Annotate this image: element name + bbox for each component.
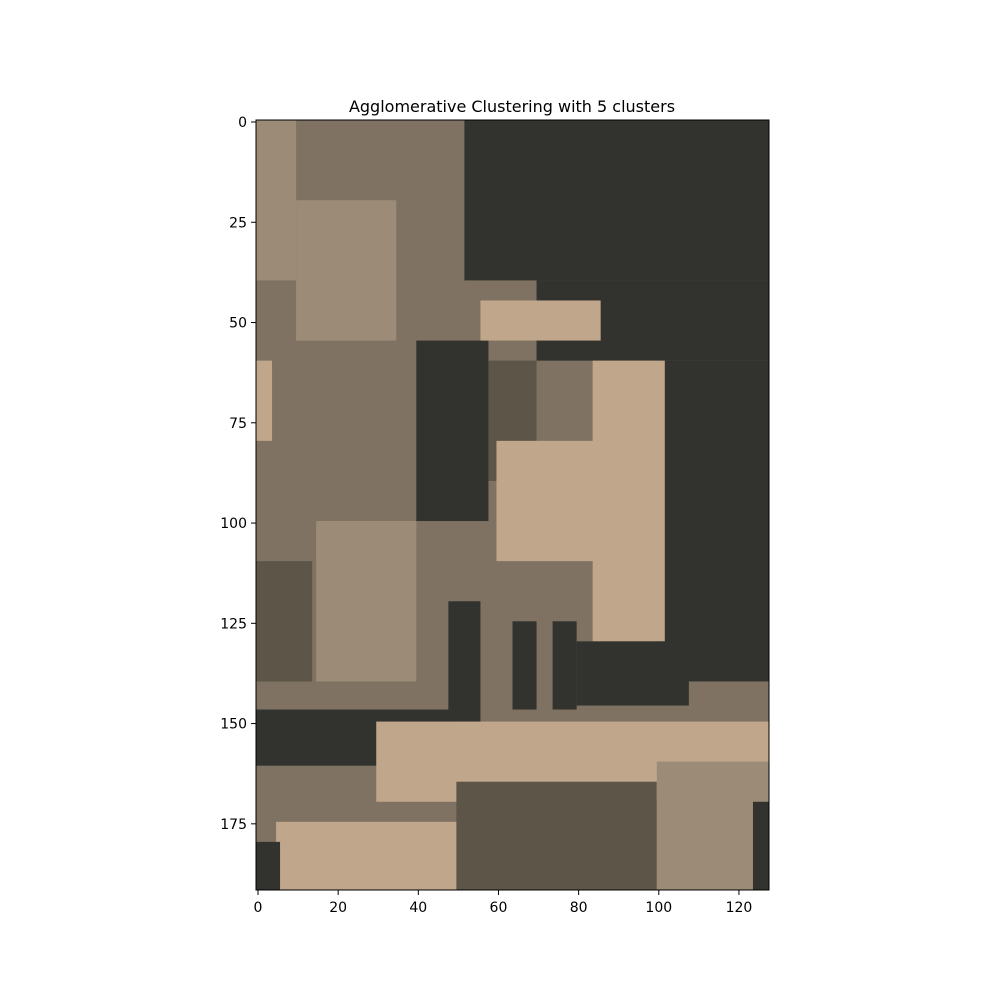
y-tick-label: 150 <box>220 717 247 733</box>
cluster-region-3 <box>656 360 769 682</box>
cluster-region-12 <box>576 641 689 706</box>
y-tick-label: 50 <box>229 316 247 332</box>
y-tick-label: 100 <box>220 516 247 532</box>
cluster-region-21 <box>296 200 397 341</box>
cluster-region-17 <box>656 761 769 890</box>
y-tick-label: 175 <box>220 817 247 833</box>
chart-title: Agglomerative Clustering with 5 clusters <box>349 97 675 116</box>
x-tick-label: 60 <box>490 900 508 916</box>
cluster-region-8 <box>496 440 597 562</box>
plot-frame <box>255 119 770 891</box>
cluster-region-7 <box>592 360 665 642</box>
cluster-region-4 <box>416 340 489 522</box>
x-tick-label: 120 <box>726 900 753 916</box>
x-tick-label: 0 <box>254 900 263 916</box>
cluster-region-16 <box>456 781 657 890</box>
cluster-region-9 <box>448 601 481 722</box>
cluster-region-24 <box>256 561 313 682</box>
y-tick-label: 25 <box>229 215 247 231</box>
cluster-region-18 <box>256 841 281 890</box>
cluster-region-1 <box>464 120 769 281</box>
cluster-region-23 <box>316 521 417 682</box>
cluster-region-19 <box>752 801 769 890</box>
x-axis: 0 20 40 60 80 100 120 <box>254 890 753 916</box>
y-tick-label: 75 <box>229 416 247 432</box>
x-tick-label: 80 <box>570 900 588 916</box>
cluster-region-11 <box>552 621 577 710</box>
y-tick-label: 0 <box>238 115 247 131</box>
x-tick-label: 100 <box>645 900 672 916</box>
cluster-region-15 <box>276 821 477 890</box>
cluster-image <box>256 120 769 890</box>
cluster-region-6 <box>480 300 601 341</box>
y-tick-label: 125 <box>220 616 247 632</box>
x-tick-label: 40 <box>409 900 427 916</box>
x-tick-label: 20 <box>329 900 347 916</box>
cluster-region-22 <box>256 360 273 441</box>
y-axis: 0 25 50 75 100 125 150 175 <box>220 115 256 833</box>
cluster-region-20 <box>256 120 297 281</box>
cluster-region-10 <box>512 621 537 710</box>
